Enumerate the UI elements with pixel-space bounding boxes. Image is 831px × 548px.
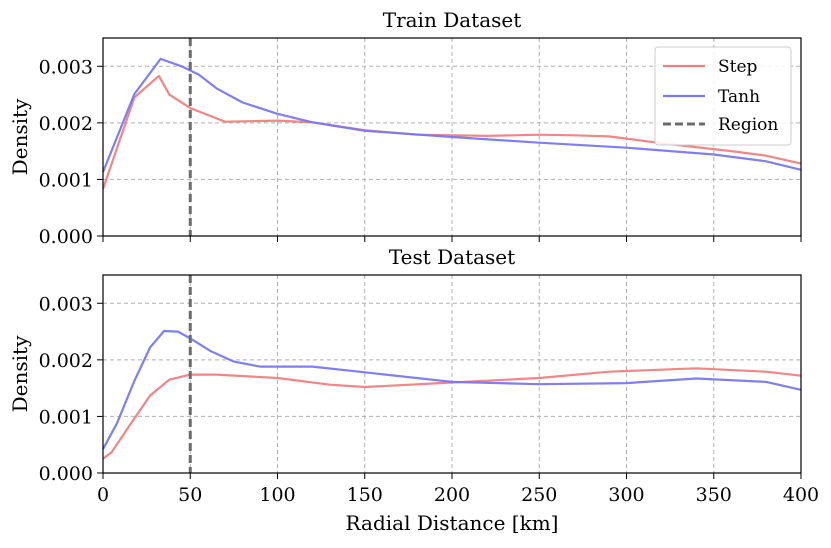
test-xlabel: Radial Distance [km] <box>346 511 559 535</box>
panel-train: Train Dataset 0.000 0.001 0.002 0.003 Densi… <box>8 8 802 248</box>
y-tick-label: 0.000 <box>39 226 93 248</box>
x-tick-label: 50 <box>178 484 202 506</box>
x-tick-label: 300 <box>608 484 644 506</box>
legend: Step Tanh Region <box>654 46 792 146</box>
train-ticks: 0.000 0.001 0.002 0.003 <box>39 56 802 248</box>
y-tick-label: 0.002 <box>39 350 93 372</box>
test-grid <box>103 275 801 473</box>
y-tick-label: 0.003 <box>39 293 93 315</box>
x-tick-label: 0 <box>97 484 109 506</box>
test-title: Test Dataset <box>389 245 515 269</box>
train-title: Train Dataset <box>383 8 522 32</box>
x-tick-label: 150 <box>347 484 383 506</box>
test-ylabel: Density <box>8 335 32 412</box>
legend-label-region: Region <box>718 115 778 135</box>
test-series <box>102 275 802 473</box>
y-tick-label: 0.000 <box>39 463 93 485</box>
x-tick-label: 350 <box>696 484 732 506</box>
x-tick-label: 200 <box>434 484 470 506</box>
series-line-tanh <box>101 57 802 173</box>
x-tick-label: 100 <box>259 484 295 506</box>
legend-label-step: Step <box>718 57 758 77</box>
panel-test: Test Dataset 0 50 100 150 200 250 300 350 400 0.0… <box>8 245 819 535</box>
test-ticks: 0 50 100 150 200 250 300 350 400 0.000 0.001 0.002 0… <box>39 293 820 506</box>
series-line-tanh <box>102 329 802 450</box>
y-tick-label: 0.001 <box>39 406 93 428</box>
train-ylabel: Density <box>8 98 32 175</box>
y-tick-label: 0.002 <box>39 113 93 135</box>
y-tick-label: 0.003 <box>39 56 93 78</box>
legend-label-tanh: Tanh <box>718 87 760 107</box>
series-line-step <box>102 367 802 460</box>
x-tick-label: 250 <box>521 484 557 506</box>
x-tick-label: 400 <box>783 484 819 506</box>
legend-box <box>654 46 792 146</box>
y-tick-label: 0.001 <box>39 169 93 191</box>
